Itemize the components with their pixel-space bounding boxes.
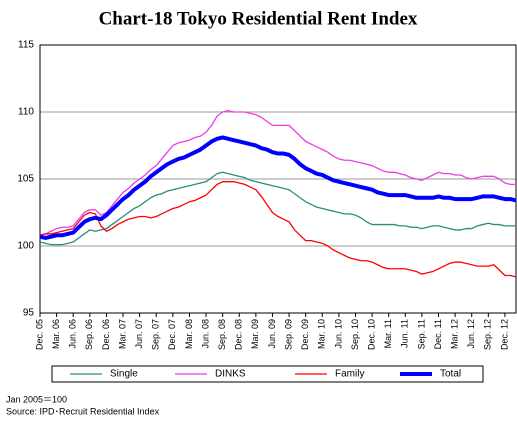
y-tick-label: 105 [17,174,34,185]
y-tick-label: 95 [23,308,35,319]
x-tick-label: Dec. 09 [300,319,310,350]
x-tick-label: Jun. 08 [200,319,210,349]
chart-title: Chart-18 Tokyo Residential Rent Index [99,8,418,29]
legend-label: Total [440,369,461,380]
x-tick-label: Mar. 07 [117,319,127,349]
x-tick-label: Dec. 11 [433,319,443,349]
series-line [39,110,516,236]
x-tick-label: Mar. 08 [184,319,194,349]
x-tick-label: Jun. 06 [68,319,78,349]
x-tick-label: Dec. 10 [366,319,376,350]
x-tick-label: Dec. 12 [499,319,509,350]
legend-label: Family [335,369,364,380]
x-tick-label: Sep. 07 [151,319,161,350]
x-tick-label: Sep. 12 [483,319,493,350]
x-tick-label: Jun. 10 [333,319,343,349]
x-tick-label: Sep. 10 [350,319,360,350]
x-tick-label: Jun. 07 [134,319,144,349]
x-tick-label: Sep. 06 [84,319,94,350]
x-tick-label: Mar. 09 [250,319,260,349]
source: Source: IPD･Recruit Residential Index [6,406,160,416]
x-tick-label: Dec. 07 [167,319,177,350]
x-tick-label: Dec. 08 [234,319,244,350]
legend-box [51,365,484,383]
plot-frame [39,44,517,314]
x-tick-label: Dec. 06 [101,319,111,350]
x-tick-label: Sep. 11 [416,319,426,349]
x-tick-label: Sep. 09 [283,319,293,350]
series-line [39,181,517,278]
x-tick-label: Mar. 06 [51,319,61,349]
x-tick-label: Mar. 10 [317,319,327,349]
y-tick-label: 115 [18,40,34,51]
legend-label: DINKS [215,369,246,380]
x-tick-label: Jun. 11 [400,319,410,348]
note: Jan 2005＝100 [6,394,67,404]
legend-label: Single [110,369,138,380]
x-tick-label: Jun. 09 [267,319,277,349]
y-tick-label: 100 [17,241,34,252]
x-tick-label: Mar. 11 [383,319,393,348]
x-tick-label: Dec. 05 [34,319,44,350]
series-line [39,171,516,246]
y-tick-label: 110 [18,107,34,118]
x-tick-label: Jun. 12 [466,319,476,349]
series-line [39,135,517,240]
x-tick-label: Sep. 08 [217,319,227,350]
x-tick-label: Mar. 12 [449,319,459,349]
